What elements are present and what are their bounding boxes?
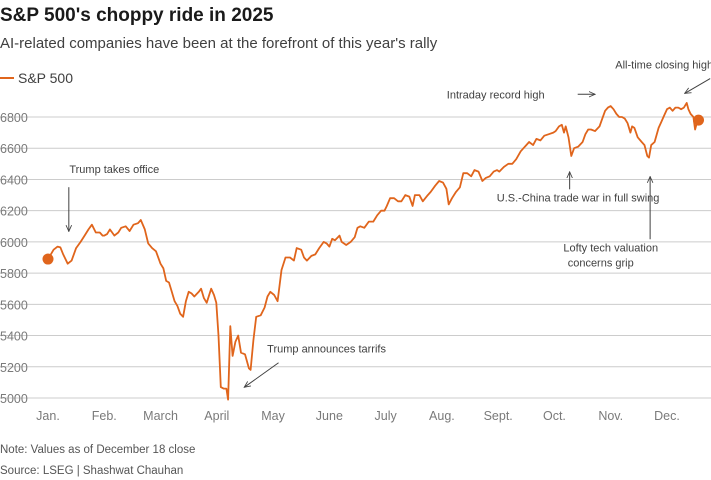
annotation-arrow [244, 362, 279, 388]
y-tick-label: 5800 [0, 267, 28, 281]
legend: S&P 500 [0, 70, 73, 86]
x-tick-label: Feb. [92, 409, 117, 423]
chart-subtitle: AI-related companies have been at the fo… [0, 35, 438, 52]
chart-source: Source: LSEG | Shashwat Chauhan [0, 465, 184, 477]
annotation-arrow [685, 78, 711, 94]
x-tick-label: April [204, 409, 229, 423]
annotation-label: Trump announces tarrifs [267, 344, 386, 356]
y-tick-label: 5200 [0, 361, 28, 375]
x-tick-label: March [143, 409, 178, 423]
x-tick-label: July [375, 409, 398, 423]
start-point-marker [42, 253, 54, 265]
annotation-label: U.S.-China trade war in full swing [497, 192, 660, 204]
y-tick-label: 5400 [0, 330, 28, 344]
chart-title: S&P 500's choppy ride in 2025 [0, 5, 274, 26]
x-tick-label: June [316, 409, 343, 423]
legend-label: S&P 500 [18, 70, 74, 86]
x-tick-label: Nov. [598, 409, 623, 423]
y-tick-label: 5000 [0, 392, 28, 406]
annotation-label: Trump takes office [69, 164, 159, 176]
y-tick-label: 6400 [0, 173, 28, 187]
y-tick-label: 6200 [0, 205, 28, 219]
x-tick-label: Dec. [654, 409, 680, 423]
x-tick-label: Sept. [484, 409, 513, 423]
annotation-label: All-time closing high [615, 60, 711, 72]
annotation-label: Lofty tech valuation [563, 242, 658, 254]
y-tick-label: 6600 [0, 142, 28, 156]
x-tick-label: Jan. [36, 409, 60, 423]
series-line-sp500 [47, 102, 700, 401]
x-tick-label: Oct. [543, 409, 566, 423]
x-tick-label: May [261, 409, 285, 423]
y-tick-label: 6800 [0, 111, 28, 125]
y-tick-label: 5600 [0, 298, 28, 312]
y-tick-label: 6000 [0, 236, 28, 250]
end-point-marker [693, 114, 705, 126]
x-tick-label: Aug. [429, 409, 455, 423]
chart-note: Note: Values as of December 18 close [0, 444, 196, 456]
annotation-label: Intraday record high [447, 89, 545, 101]
legend-swatch [0, 77, 14, 79]
annotation-label: concerns grip [568, 257, 634, 269]
